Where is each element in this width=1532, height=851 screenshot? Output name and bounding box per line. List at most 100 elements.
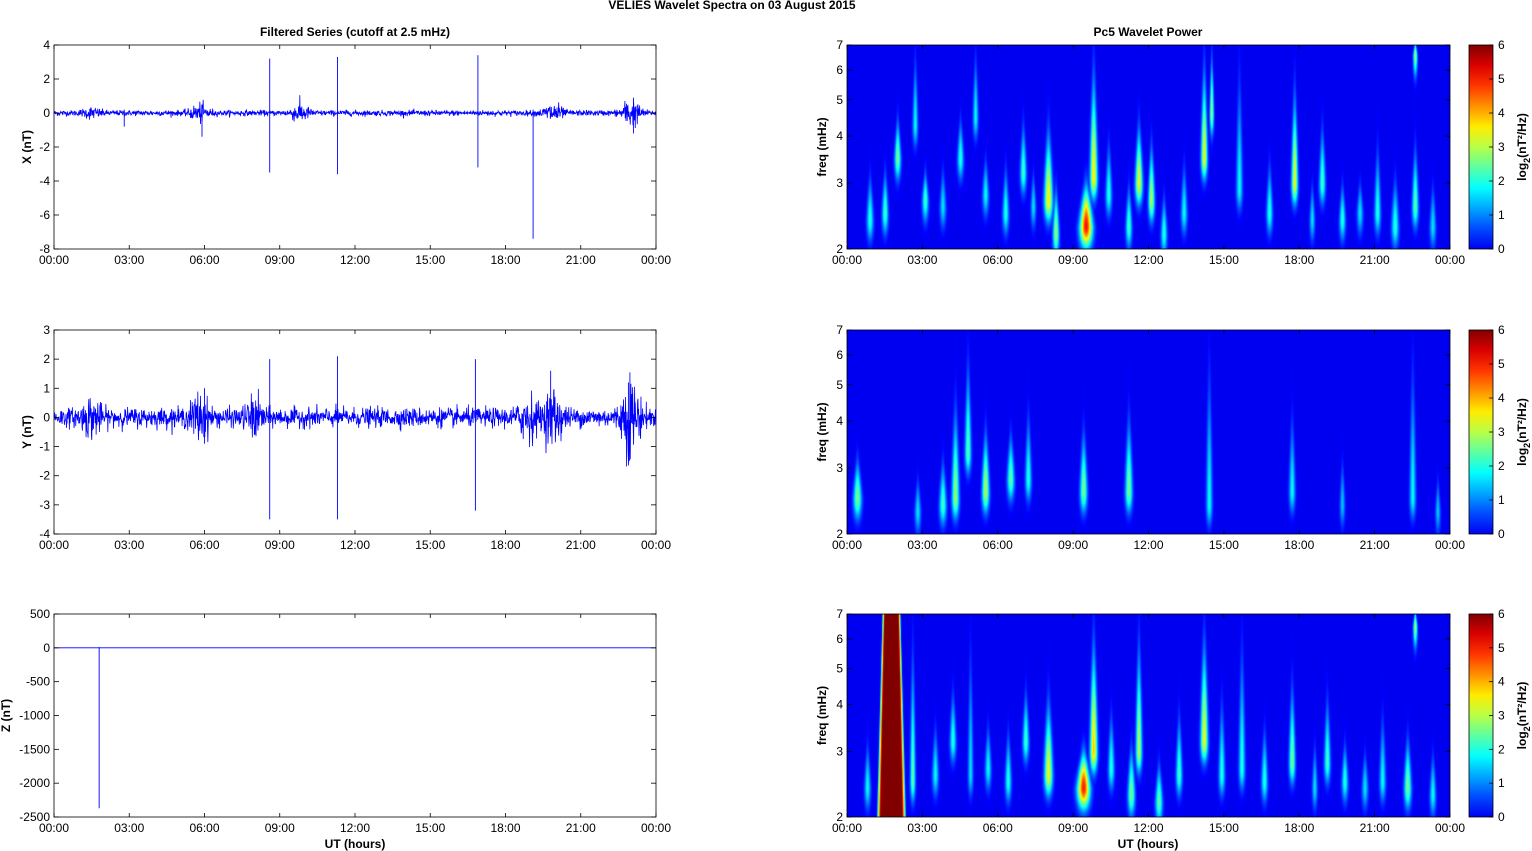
- colorbar-tick-label: 2: [1498, 174, 1505, 188]
- xtick-label-heat-z: 12:00: [1133, 821, 1163, 835]
- ylabel-z: Z (nT): [0, 699, 13, 732]
- ytick-label: 2: [836, 527, 843, 541]
- ytick-label: -2: [39, 469, 50, 483]
- xtick-label-x: 21:00: [566, 253, 596, 267]
- wavelet-power-map-z: [847, 614, 1450, 817]
- ytick-label: 6: [836, 632, 843, 646]
- ytick-label: 2: [836, 242, 843, 256]
- xtick-label-heat-z: 00:00: [832, 821, 862, 835]
- xtick-label-y: 09:00: [265, 538, 295, 552]
- xtick-label-heat-z: 00:00: [1435, 821, 1465, 835]
- colorbar-tick-label: 0: [1498, 810, 1505, 824]
- ytick-label: 2: [43, 352, 50, 366]
- xtick-label-z: 03:00: [114, 821, 144, 835]
- colorbar-tick-label: 4: [1498, 106, 1505, 120]
- ylabel-freq-x: freq (mHz): [815, 117, 829, 176]
- colorbar-label: log2(nT²/Hz): [1515, 398, 1532, 466]
- xtick-label-heat-x: 00:00: [1435, 253, 1465, 267]
- ytick-label: 7: [836, 607, 843, 621]
- ytick-label: 6: [836, 63, 843, 77]
- ylabel-freq-z: freq (mHz): [815, 686, 829, 745]
- plot-frame: [53, 44, 657, 250]
- ytick-label: 500: [30, 607, 50, 621]
- ytick-label: 0: [43, 641, 50, 655]
- xtick-label-heat-z: 21:00: [1360, 821, 1390, 835]
- figure-title: VELIES Wavelet Spectra on 03 August 2015: [608, 0, 856, 12]
- left-column-title: Filtered Series (cutoff at 2.5 mHz): [260, 25, 450, 39]
- colorbar-label: log2(nT²/Hz): [1515, 682, 1532, 750]
- xtick-label-x: 09:00: [265, 253, 295, 267]
- line-panel-x: 420-2-4-6-800:00 03:00 06:00 09:00 12:00 15:0…: [20, 38, 671, 267]
- xtick-label-y: 15:00: [415, 538, 445, 552]
- ylabel-x: X (nT): [20, 130, 34, 164]
- xtick-label-x: 18:00: [490, 253, 520, 267]
- ytick-label: -2500: [19, 810, 50, 824]
- colorbar-tick-label: 4: [1498, 675, 1505, 689]
- xtick-label-heat-y: 00:00: [832, 538, 862, 552]
- colorbar-label: log2(nT²/Hz): [1515, 113, 1532, 181]
- ytick-label: 3: [836, 744, 843, 758]
- xtick-label-x: 00:00: [641, 253, 671, 267]
- xtick-label-z: 00:00: [39, 821, 69, 835]
- colorbar-tick-label: 4: [1498, 391, 1505, 405]
- colorbar-tick-label: 2: [1498, 742, 1505, 756]
- xtick-label-z: 00:00: [641, 821, 671, 835]
- ytick-label: 3: [836, 461, 843, 475]
- xtick-label-heat-x: 15:00: [1209, 253, 1239, 267]
- ytick-label: 5: [836, 93, 843, 107]
- ytick-label: 4: [836, 129, 843, 143]
- colorbar-x: 6 5 4 3 2 1 0 log2(nT²/Hz): [1468, 38, 1532, 256]
- colorbar-tick-label: 3: [1498, 140, 1505, 154]
- ytick-label: 7: [836, 323, 843, 337]
- ytick-label: 0: [43, 410, 50, 424]
- xtick-label-heat-z: 03:00: [907, 821, 937, 835]
- colorbar-tick-label: 3: [1498, 709, 1505, 723]
- xtick-label-y: 03:00: [114, 538, 144, 552]
- ytick-label: -1000: [19, 709, 50, 723]
- ytick-label: -2000: [19, 776, 50, 790]
- right-column-title: Pc5 Wavelet Power: [1094, 25, 1203, 39]
- xtick-label-heat-y: 18:00: [1284, 538, 1314, 552]
- xtick-label-heat-y: 15:00: [1209, 538, 1239, 552]
- ytick-label: 1: [43, 381, 50, 395]
- xtick-label-heat-y: 12:00: [1133, 538, 1163, 552]
- xtick-label-heat-z: 15:00: [1209, 821, 1239, 835]
- xtick-label-heat-x: 18:00: [1284, 253, 1314, 267]
- xtick-label-heat-x: 06:00: [983, 253, 1013, 267]
- plot-frame: [53, 613, 657, 818]
- series-line-x: [53, 95, 657, 129]
- xtick-label-z: 15:00: [415, 821, 445, 835]
- colorbar-tick-label: 5: [1498, 641, 1505, 655]
- xtick-label-z: 18:00: [490, 821, 520, 835]
- ytick-label: 2: [836, 810, 843, 824]
- xlabel-left: UT (hours): [325, 837, 386, 851]
- ytick-label: 7: [836, 38, 843, 52]
- ytick-label: -4: [39, 527, 50, 541]
- wavelet-power-map-x: [847, 45, 1450, 249]
- ytick-label: -6: [39, 208, 50, 222]
- xtick-label-heat-z: 09:00: [1058, 821, 1088, 835]
- xtick-label-y: 00:00: [641, 538, 671, 552]
- xtick-label-z: 12:00: [340, 821, 370, 835]
- xtick-label-heat-y: 06:00: [983, 538, 1013, 552]
- xtick-label-heat-y: 09:00: [1058, 538, 1088, 552]
- ytick-label: 3: [43, 323, 50, 337]
- xtick-label-z: 09:00: [265, 821, 295, 835]
- ytick-label: 5: [836, 378, 843, 392]
- ytick-label: 0: [43, 106, 50, 120]
- xtick-label-heat-y: 00:00: [1435, 538, 1465, 552]
- colorbar-tick-label: 5: [1498, 72, 1505, 86]
- ytick-label: 4: [836, 698, 843, 712]
- ytick-label: 4: [836, 414, 843, 428]
- ytick-label: -4: [39, 174, 50, 188]
- xtick-label-x: 15:00: [415, 253, 445, 267]
- colorbar-tick-label: 1: [1498, 208, 1505, 222]
- ytick-label: -8: [39, 242, 50, 256]
- ytick-label: 4: [43, 38, 50, 52]
- xtick-label-heat-x: 21:00: [1360, 253, 1390, 267]
- xtick-label-heat-x: 03:00: [907, 253, 937, 267]
